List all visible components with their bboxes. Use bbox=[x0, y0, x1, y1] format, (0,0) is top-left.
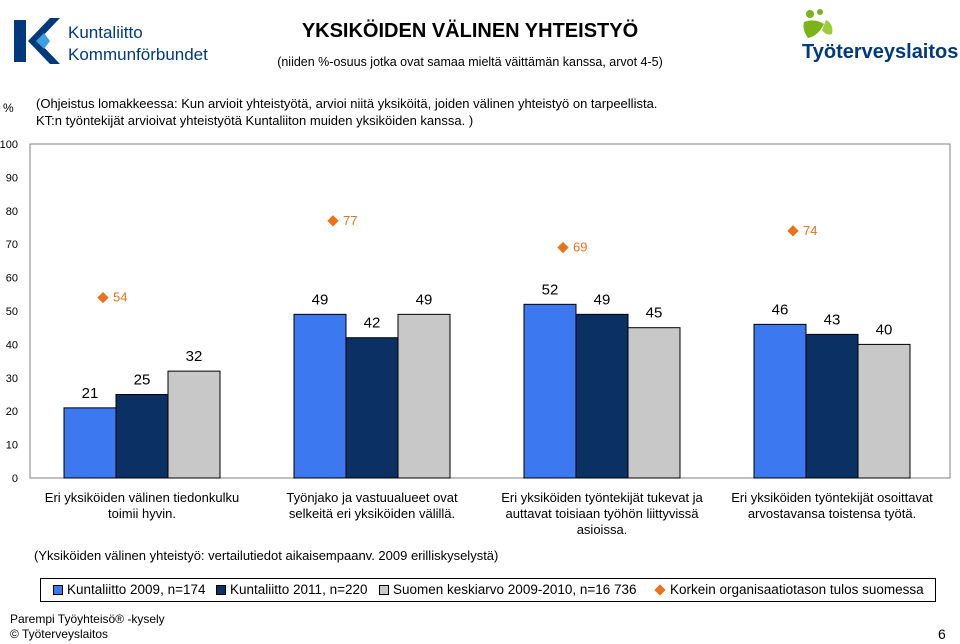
legend-swatch-suomen-keskiarvo bbox=[379, 584, 389, 595]
bar-kuntaliitto-2011 bbox=[115, 394, 169, 479]
y-axis: 0 10 20 30 40 50 60 70 80 90 100 bbox=[0, 139, 18, 485]
logo-left-line1: Kuntaliitto bbox=[68, 23, 143, 42]
bar-value-label: 32 bbox=[186, 348, 203, 365]
x-category-label-line: auttavat toisiaan työhön liittyvissä bbox=[505, 506, 699, 521]
y-tick-label: 30 bbox=[6, 373, 18, 385]
chart-subtitle: (niiden %-osuus jotka ovat samaa mieltä … bbox=[277, 55, 663, 69]
bar-value-label: 49 bbox=[416, 291, 433, 308]
x-category-label-line: Eri yksiköiden työntekijät osoittavat bbox=[731, 490, 933, 505]
marker-value-label: 69 bbox=[573, 240, 587, 255]
x-category-label-line: selkeitä eri yksiköiden välillä. bbox=[288, 506, 456, 521]
bar-suomen-keskiarvo bbox=[627, 327, 681, 479]
y-tick-label: 80 bbox=[6, 206, 18, 218]
y-tick-label: 60 bbox=[6, 273, 18, 285]
bar-kuntaliitto-2009 bbox=[753, 323, 807, 479]
marker-korkein bbox=[787, 225, 799, 237]
bars-group bbox=[63, 303, 911, 479]
marker-korkein bbox=[97, 291, 109, 304]
bar-value-label: 42 bbox=[364, 315, 381, 332]
legend-item-kuntaliitto-2011: Kuntaliitto 2011, n=220 bbox=[216, 582, 368, 597]
legend-label-kuntaliitto-2009: Kuntaliitto 2009, n=174 bbox=[67, 582, 206, 597]
bar-value-label: 45 bbox=[646, 305, 663, 322]
y-tick-label: 90 bbox=[6, 172, 18, 184]
bar-labels-group: 21 25 32 49 42 49 52 49 45 46 43 40 bbox=[82, 281, 893, 402]
legend-item-kuntaliitto-2009: Kuntaliitto 2009, n=174 bbox=[53, 582, 206, 597]
footer: Parempi Työyhteisö® -kysely © Työterveys… bbox=[10, 612, 165, 642]
legend-label-korkein: Korkein organisaatiotason tulos suomessa bbox=[670, 582, 924, 597]
x-category-label-line: toimii hyvin. bbox=[108, 506, 176, 521]
markers-group: 54 77 69 74 bbox=[97, 213, 817, 305]
instruction-line-1: (Ohjeistus lomakkeessa: Kun arvioit yhte… bbox=[36, 96, 658, 111]
x-category-label: Työnjako ja vastuualueet ovat selkeitä er… bbox=[257, 490, 487, 522]
bar-value-label: 21 bbox=[82, 385, 99, 402]
instruction-line-2: KT:n työntekijät arvioivat yhteistyötä K… bbox=[36, 113, 474, 128]
bar-suomen-keskiarvo bbox=[857, 343, 911, 479]
bar-value-label: 49 bbox=[594, 291, 611, 308]
y-tick-label: 20 bbox=[6, 406, 18, 418]
legend-diamond-korkein bbox=[654, 583, 666, 596]
y-tick-label: 50 bbox=[6, 306, 18, 318]
bar-kuntaliitto-2009 bbox=[63, 407, 117, 479]
x-category-label-line: arvostavansa toistensa työtä. bbox=[747, 506, 917, 521]
legend-label-suomen-keskiarvo: Suomen keskiarvo 2009-2010, n=16 736 bbox=[393, 582, 637, 597]
x-category-label-line: Eri yksiköiden työntekijät tukevat ja bbox=[501, 490, 703, 505]
bar-kuntaliitto-2011 bbox=[805, 333, 859, 479]
bar-value-label: 25 bbox=[134, 372, 151, 389]
legend-item-suomen-keskiarvo: Suomen keskiarvo 2009-2010, n=16 736 bbox=[379, 582, 637, 597]
x-category-label: Eri yksiköiden työntekijät tukevat ja aut… bbox=[487, 490, 717, 538]
kuntaliitto-k-icon bbox=[14, 18, 60, 64]
marker-value-label: 77 bbox=[343, 213, 357, 228]
tyoterveyslaitos-logo: Työterveyslaitos bbox=[802, 9, 958, 63]
bar-value-label: 52 bbox=[542, 281, 559, 298]
y-tick-label: 100 bbox=[0, 139, 18, 151]
bar-suomen-keskiarvo bbox=[397, 313, 451, 479]
kuntaliitto-logo: Kuntaliitto Kommunförbundet bbox=[14, 18, 208, 64]
marker-value-label: 74 bbox=[803, 223, 817, 238]
x-category-label-line: Eri yksiköiden välinen tiedonkulku bbox=[44, 490, 240, 505]
footer-copyright: © Työterveyslaitos bbox=[10, 627, 108, 641]
y-tick-label: 40 bbox=[6, 339, 18, 351]
marker-value-label: 54 bbox=[113, 290, 127, 305]
marker-korkein bbox=[557, 241, 569, 254]
legend-swatch-kuntaliitto-2009 bbox=[53, 584, 63, 595]
bar-value-label: 40 bbox=[876, 321, 893, 338]
bar-suomen-keskiarvo bbox=[167, 370, 221, 479]
x-category-label-line: Työnjako ja vastuualueet ovat bbox=[286, 490, 458, 505]
instruction-text: (Ohjeistus lomakkeessa: Kun arvioit yhte… bbox=[36, 95, 657, 129]
bar-value-label: 43 bbox=[824, 311, 841, 328]
legend: Kuntaliitto 2009, n=174 Kuntaliitto 2011… bbox=[40, 578, 936, 602]
legend-swatch-kuntaliitto-2011 bbox=[216, 584, 226, 595]
bar-kuntaliitto-2011 bbox=[575, 313, 629, 479]
legend-item-korkein: Korkein organisaatiotason tulos suomessa bbox=[653, 582, 924, 597]
y-tick-label: 70 bbox=[6, 239, 18, 251]
x-category-label: Eri yksiköiden välinen tiedonkulku toimii… bbox=[27, 490, 257, 522]
y-tick-label: 10 bbox=[6, 440, 18, 452]
page-number: 6 bbox=[938, 626, 946, 642]
comparison-note: (Yksiköiden välinen yhteistyö: vertailut… bbox=[34, 548, 499, 563]
bar-chart: 0 10 20 30 40 50 60 70 80 90 100 54 77 69 74 21 25 32 49… bbox=[0, 139, 951, 485]
bar-kuntaliitto-2011 bbox=[345, 337, 399, 479]
y-axis-unit: % bbox=[3, 101, 14, 115]
y-tick-label: 0 bbox=[12, 473, 18, 485]
footer-survey-name: Parempi Työyhteisö® -kysely bbox=[10, 612, 165, 626]
bar-kuntaliitto-2009 bbox=[523, 303, 577, 479]
bar-value-label: 49 bbox=[312, 291, 329, 308]
legend-label-kuntaliitto-2011: Kuntaliitto 2011, n=220 bbox=[230, 582, 368, 597]
chart-title: YKSIKÖIDEN VÄLINEN YHTEISTYÖ bbox=[301, 20, 639, 42]
tyoterveyslaitos-leaf-icon bbox=[803, 9, 833, 38]
plot-area-border bbox=[29, 143, 951, 479]
x-category-label-line: asioissa. bbox=[576, 522, 628, 537]
bar-kuntaliitto-2009 bbox=[293, 313, 347, 479]
bar-value-label: 46 bbox=[772, 301, 789, 318]
logo-left-line2: Kommunförbundet bbox=[68, 45, 208, 64]
x-category-label: Eri yksiköiden työntekijät osoittavat arv… bbox=[717, 490, 947, 522]
plot-frame bbox=[29, 143, 951, 479]
logo-right-text: Työterveyslaitos bbox=[802, 41, 958, 63]
marker-korkein bbox=[327, 215, 339, 227]
